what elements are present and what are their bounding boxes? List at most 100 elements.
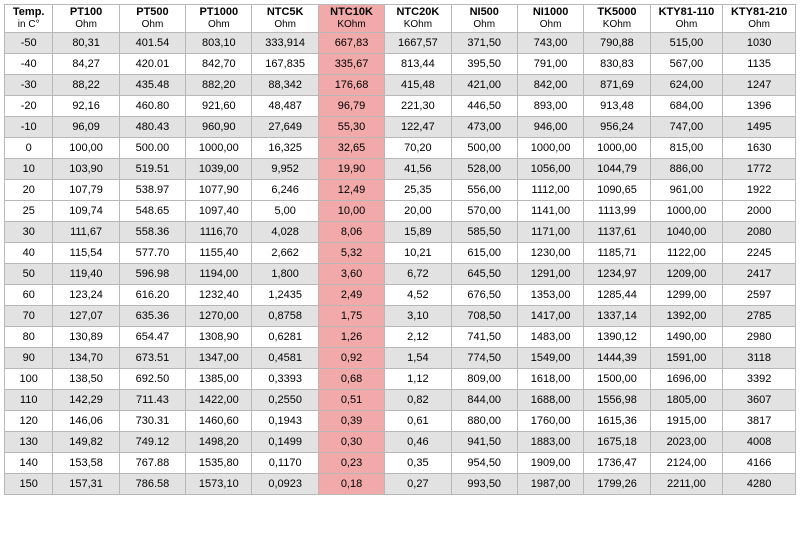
table-cell: 100 (5, 369, 53, 390)
table-cell: 123,24 (53, 285, 119, 306)
table-cell: 138,50 (53, 369, 119, 390)
table-cell: 19,90 (318, 159, 384, 180)
table-cell: 1460,60 (186, 411, 252, 432)
table-cell: 3,10 (385, 306, 451, 327)
table-cell: 0,1170 (252, 453, 318, 474)
table-cell: 80 (5, 327, 53, 348)
column-unit: Ohm (254, 19, 315, 31)
table-cell: 100,00 (53, 138, 119, 159)
table-cell: 9,952 (252, 159, 318, 180)
table-cell: 842,00 (517, 75, 583, 96)
table-cell: 371,50 (451, 33, 517, 54)
table-cell: 711.43 (119, 390, 185, 411)
table-row: 90134,70673.511347,000,45810,921,54774,5… (5, 348, 796, 369)
table-cell: 548.65 (119, 201, 185, 222)
table-cell: 673.51 (119, 348, 185, 369)
column-label: KTY81-110 (653, 6, 721, 19)
table-cell: 1,2435 (252, 285, 318, 306)
table-header: Temp.in C°PT100OhmPT500OhmPT1000OhmNTC5K… (5, 5, 796, 33)
column-header: KTY81-210Ohm (723, 5, 796, 33)
table-cell: 1667,57 (385, 33, 451, 54)
column-header: KTY81-110Ohm (650, 5, 723, 33)
table-cell: 1097,40 (186, 201, 252, 222)
table-row: 130149,82749.121498,200,14990,300,46941,… (5, 432, 796, 453)
table-cell: 893,00 (517, 96, 583, 117)
table-cell: 667,83 (318, 33, 384, 54)
table-cell: 3,60 (318, 264, 384, 285)
table-cell: 415,48 (385, 75, 451, 96)
table-cell: 596.98 (119, 264, 185, 285)
table-cell: 1234,97 (584, 264, 650, 285)
table-cell: 1122,00 (650, 243, 723, 264)
table-cell: 747,00 (650, 117, 723, 138)
table-cell: 960,90 (186, 117, 252, 138)
table-cell: 1987,00 (517, 474, 583, 495)
table-cell: 50 (5, 264, 53, 285)
table-cell: 676,50 (451, 285, 517, 306)
table-cell: 0,61 (385, 411, 451, 432)
table-cell: 70,20 (385, 138, 451, 159)
table-cell: 1772 (723, 159, 796, 180)
table-cell: -30 (5, 75, 53, 96)
column-unit: KOhm (387, 19, 448, 31)
table-cell: 1291,00 (517, 264, 583, 285)
table-cell: 1535,80 (186, 453, 252, 474)
table-cell: 1688,00 (517, 390, 583, 411)
table-cell: 791,00 (517, 54, 583, 75)
table-cell: 1194,00 (186, 264, 252, 285)
table-cell: 616.20 (119, 285, 185, 306)
table-cell: 1556,98 (584, 390, 650, 411)
table-cell: 420.01 (119, 54, 185, 75)
table-cell: 645,50 (451, 264, 517, 285)
table-cell: 109,74 (53, 201, 119, 222)
table-cell: 149,82 (53, 432, 119, 453)
table-cell: 956,24 (584, 117, 650, 138)
table-cell: 70 (5, 306, 53, 327)
table-cell: 1630 (723, 138, 796, 159)
table-cell: 1390,12 (584, 327, 650, 348)
table-cell: 567,00 (650, 54, 723, 75)
table-cell: 1591,00 (650, 348, 723, 369)
table-cell: -50 (5, 33, 53, 54)
column-label: NTC10K (321, 6, 382, 19)
column-unit: Ohm (454, 19, 515, 31)
table-row: 110142,29711.431422,000,25500,510,82844,… (5, 390, 796, 411)
table-cell: 4,52 (385, 285, 451, 306)
table-cell: 1209,00 (650, 264, 723, 285)
table-cell: -40 (5, 54, 53, 75)
column-label: NTC20K (387, 6, 448, 19)
table-cell: 12,49 (318, 180, 384, 201)
table-cell: 993,50 (451, 474, 517, 495)
table-cell: 1135 (723, 54, 796, 75)
table-cell: 1396 (723, 96, 796, 117)
table-row: 60123,24616.201232,401,24352,494,52676,5… (5, 285, 796, 306)
table-cell: 1385,00 (186, 369, 252, 390)
table-cell: 2417 (723, 264, 796, 285)
table-cell: 460.80 (119, 96, 185, 117)
table-cell: 500.00 (119, 138, 185, 159)
table-row: 30111,67558.361116,704,0288,0615,89585,5… (5, 222, 796, 243)
table-cell: 0,92 (318, 348, 384, 369)
column-unit: KOhm (586, 19, 647, 31)
table-cell: 0,39 (318, 411, 384, 432)
table-cell: 1909,00 (517, 453, 583, 474)
table-cell: 0,35 (385, 453, 451, 474)
table-cell: 1308,90 (186, 327, 252, 348)
table-cell: 1915,00 (650, 411, 723, 432)
table-cell: 585,50 (451, 222, 517, 243)
table-cell: 570,00 (451, 201, 517, 222)
table-row: 25109,74548.651097,405,0010,0020,00570,0… (5, 201, 796, 222)
column-label: NI500 (454, 6, 515, 19)
table-cell: 3118 (723, 348, 796, 369)
table-cell: 153,58 (53, 453, 119, 474)
table-row: -5080,31401.54803,10333,914667,831667,57… (5, 33, 796, 54)
column-header: NTC5KOhm (252, 5, 318, 33)
table-cell: 88,22 (53, 75, 119, 96)
table-cell: 446,50 (451, 96, 517, 117)
table-cell: 913,48 (584, 96, 650, 117)
column-unit: Ohm (653, 19, 721, 31)
column-header: PT1000Ohm (186, 5, 252, 33)
table-cell: 921,60 (186, 96, 252, 117)
table-cell: 88,342 (252, 75, 318, 96)
table-cell: 25 (5, 201, 53, 222)
